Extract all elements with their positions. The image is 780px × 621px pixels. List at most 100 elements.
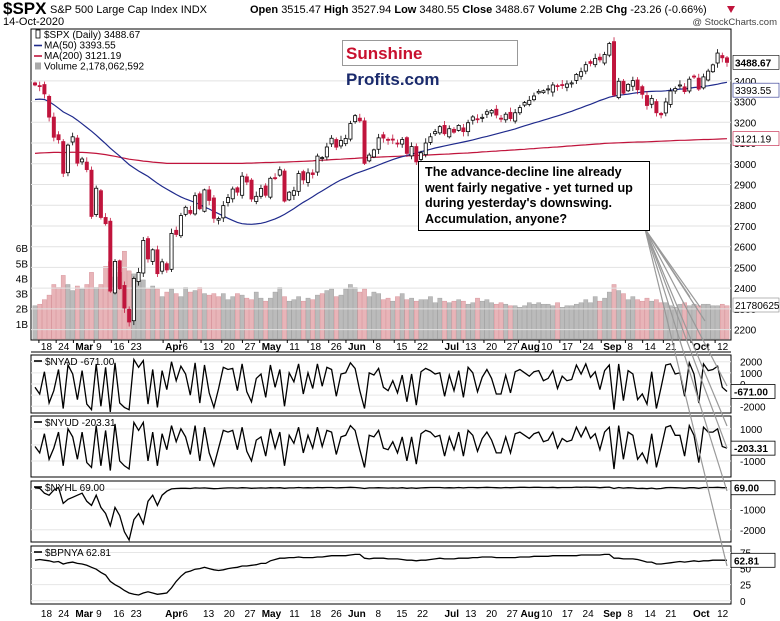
- volume-bar: [362, 288, 367, 340]
- volume-bar: [272, 291, 278, 340]
- date-tick-label-bottom: Apr: [165, 609, 182, 620]
- candle-body: [489, 110, 494, 114]
- volume-bar: [682, 302, 687, 340]
- date-tick-label: Oct: [693, 342, 710, 353]
- volume-bar: [150, 285, 156, 340]
- candle-body: [338, 140, 343, 147]
- candle-body: [409, 146, 414, 157]
- volume-bar: [512, 305, 518, 340]
- candle-body: [334, 139, 339, 148]
- candle-body: [687, 78, 692, 92]
- price-tick-label: 3300: [734, 98, 757, 109]
- volume-bar: [352, 287, 358, 340]
- volume-bar: [710, 305, 716, 340]
- candle-body: [386, 138, 391, 141]
- volume-bar: [621, 293, 626, 340]
- volume-bar: [305, 297, 311, 340]
- volume-bar: [545, 303, 551, 340]
- candle-body: [155, 249, 160, 275]
- down-arrow-icon: [727, 6, 735, 13]
- date-tick-label: 21: [665, 342, 677, 353]
- candle-body: [254, 195, 259, 202]
- volume-tick-label: 6B: [16, 244, 29, 255]
- indicator-tick-label: -2000: [740, 526, 766, 537]
- candle-body: [174, 229, 179, 235]
- volume-bar: [98, 284, 104, 340]
- volume-bar: [484, 299, 490, 340]
- volume-bar: [192, 290, 198, 340]
- volume-bar: [338, 294, 344, 340]
- candle-body: [597, 56, 602, 61]
- candle-body: [376, 137, 381, 150]
- volume-bar: [65, 284, 71, 340]
- annotation-line: [644, 228, 728, 492]
- indicator-panels: 200010000-1000-2000$NYAD -671.00-671.001…: [31, 357, 776, 608]
- volume-bar: [197, 287, 203, 340]
- date-tick-label-bottom: 8: [376, 609, 382, 620]
- volume-bar: [409, 297, 414, 340]
- candle-body: [541, 90, 546, 94]
- candle-body: [682, 86, 687, 93]
- candle-body: [579, 71, 584, 77]
- candle-body: [103, 217, 108, 225]
- volume-tick-label: 2B: [16, 305, 29, 316]
- indicator-tick-label: -1000: [740, 457, 766, 468]
- volume-bar: [550, 305, 556, 340]
- candle-body: [513, 112, 518, 122]
- candle-body: [33, 82, 37, 86]
- date-tick-label-bottom: 11: [289, 609, 300, 620]
- candle-body: [715, 52, 720, 64]
- candle-body: [414, 146, 419, 163]
- date-tick-label: 22: [417, 342, 429, 353]
- date-tick-label-bottom: 27: [507, 609, 519, 620]
- volume-bar: [216, 296, 221, 340]
- indicator-tick-label: 1000: [740, 369, 763, 380]
- candle-body: [197, 193, 202, 210]
- candle-body: [447, 128, 452, 138]
- volume-bar: [37, 303, 43, 340]
- indicator-line-nyhl: [34, 486, 727, 542]
- volume-bar: [413, 300, 419, 340]
- candle-body: [51, 116, 56, 138]
- date-tick-label-bottom: 13: [465, 609, 477, 620]
- volume-bar: [630, 296, 636, 340]
- volume-bar: [263, 300, 268, 340]
- candle-body: [494, 108, 499, 116]
- date-tick-label-bottom: Mar: [75, 609, 93, 620]
- date-tick-label-bottom: 23: [131, 609, 143, 620]
- candle-body: [659, 112, 664, 116]
- candle-body: [696, 77, 701, 90]
- candle-body: [108, 220, 113, 292]
- ma200-label: 3121.19: [735, 135, 772, 146]
- date-tick-label-bottom: 8: [627, 609, 633, 620]
- price-tick-label: 2400: [734, 284, 757, 295]
- candle-body: [348, 123, 353, 140]
- date-tick-label: 10: [541, 342, 553, 353]
- panel-frame-nyhl: [30, 480, 732, 543]
- candle-body: [353, 115, 358, 123]
- date-tick-label-bottom: 24: [58, 609, 70, 620]
- candle-body: [626, 83, 631, 92]
- candle-body: [607, 43, 612, 56]
- candle-body: [306, 172, 311, 183]
- volume-bar: [451, 300, 457, 340]
- candle-body: [75, 137, 80, 164]
- volume-bar: [159, 296, 165, 340]
- volume-tick-label: 3B: [16, 290, 29, 301]
- candle-body: [122, 285, 127, 309]
- candle-body: [207, 189, 212, 201]
- indicator-tick-label: -2000: [740, 402, 766, 413]
- volume-bar: [616, 290, 622, 340]
- volume-bar: [592, 296, 598, 340]
- volume-bar: [479, 300, 485, 340]
- volume-bar: [475, 297, 480, 340]
- candle-body: [588, 61, 593, 64]
- indicator-line-nyad: [34, 357, 728, 412]
- price-tick-label: 2600: [734, 243, 757, 254]
- volume-bar: [319, 293, 325, 340]
- volume-bar: [517, 307, 523, 340]
- volume-bar: [399, 293, 405, 340]
- volume-bar: [625, 299, 631, 340]
- volume-bar: [658, 302, 664, 340]
- date-tick-label: 8: [627, 342, 633, 353]
